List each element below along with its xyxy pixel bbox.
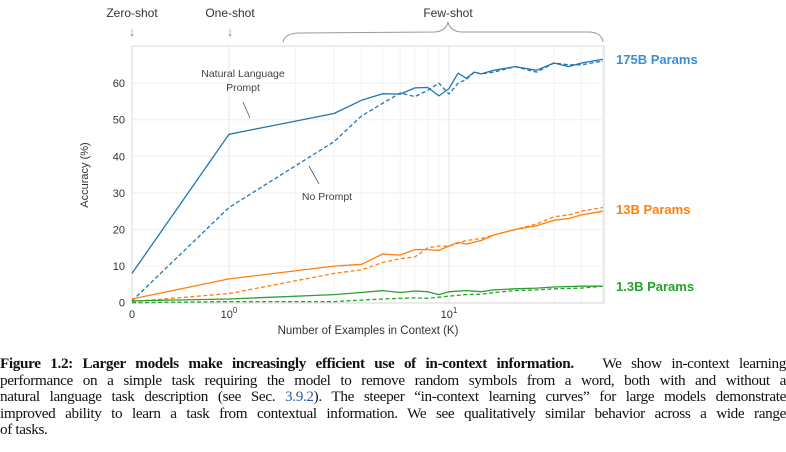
series-line-175b-params-dashed	[131, 60, 603, 302]
caption-title: Figure 1.2: Larger models make increasin…	[0, 355, 574, 372]
chart: 0 10 20 30 40 50 60 0 100 101 Accuracy (%) Number…	[79, 6, 698, 337]
series-line-13b-params-solid	[131, 210, 603, 300]
arrow-down-icon: ↓	[129, 24, 136, 39]
series-line-13b-params-dashed	[131, 206, 603, 303]
few-shot-label: Few-shot	[423, 6, 473, 20]
zero-shot-label: Zero-shot	[106, 6, 158, 20]
y-tick-label: 30	[113, 188, 125, 200]
caption-line: of tasks.	[0, 421, 48, 439]
label-13b: 13B Params	[616, 202, 690, 217]
caption-text: We show in-context learning	[602, 355, 786, 372]
few-shot-brace	[282, 21, 604, 43]
y-tick-label: 40	[113, 151, 125, 163]
label-175b: 175B Params	[616, 52, 698, 67]
caption-line: performance on a simple task requiring t…	[0, 371, 786, 389]
series-layer	[131, 58, 603, 304]
y-axis-label: Accuracy (%)	[79, 142, 91, 207]
no-prompt-annotation: No Prompt	[302, 191, 352, 203]
x-tick-label: 101	[441, 306, 458, 321]
figure-caption: Figure 1.2: Larger models make increasin…	[0, 355, 786, 439]
caption-line: Figure 1.2: Larger models make increasin…	[0, 355, 786, 373]
grid	[132, 46, 604, 304]
one-shot-label: One-shot	[205, 6, 255, 20]
section-link[interactable]: 3.9.2	[285, 388, 314, 406]
x-tick-label: 0	[129, 309, 135, 321]
arrow-down-icon: ↓	[227, 24, 234, 39]
plot-border	[131, 45, 605, 304]
nl-prompt-annotation: Natural Language	[201, 68, 285, 80]
caption-line: improved ability to learn a task from co…	[0, 404, 786, 422]
x-tick-label: 100	[221, 306, 238, 321]
y-tick-label: 50	[113, 115, 125, 127]
series-line-1-3b-params-solid	[131, 285, 603, 302]
y-tick-label: 10	[113, 261, 125, 273]
caption-text: ). The steeper “in-context learning curv…	[313, 388, 786, 406]
x-axis-label: Number of Examples in Context (K)	[278, 325, 459, 337]
caption-text: natural language task description (see S…	[0, 388, 276, 406]
nl-prompt-pointer	[242, 101, 251, 119]
caption-line: natural language task description (see S…	[0, 388, 786, 406]
y-tick-label: 20	[113, 225, 125, 237]
nl-prompt-annotation: Prompt	[226, 82, 260, 94]
y-tick-label: 60	[113, 78, 125, 90]
y-tick-label: 0	[119, 298, 125, 310]
tick-labels: 0 10 20 30 40 50 60 0 100 101	[113, 78, 458, 321]
label-1-3b: 1.3B Params	[616, 279, 694, 294]
no-prompt-pointer	[308, 165, 320, 185]
series-line-1-3b-params-dashed	[131, 285, 603, 304]
series-line-175b-params-solid	[131, 58, 603, 274]
